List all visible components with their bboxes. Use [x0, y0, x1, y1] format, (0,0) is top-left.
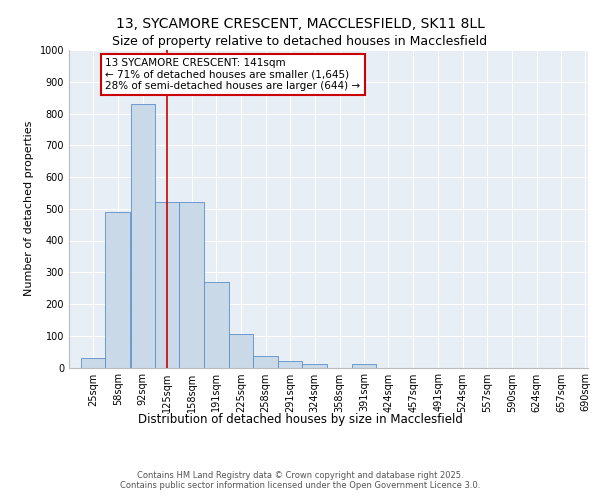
Text: Contains HM Land Registry data © Crown copyright and database right 2025.
Contai: Contains HM Land Registry data © Crown c… [120, 470, 480, 490]
Bar [204, 282, 229, 368]
Text: Size of property relative to detached houses in Macclesfield: Size of property relative to detached ho… [112, 35, 488, 48]
Bar [302, 364, 327, 368]
Bar [278, 361, 302, 368]
Bar [155, 202, 179, 368]
Bar [253, 356, 278, 368]
Y-axis label: Number of detached properties: Number of detached properties [24, 121, 34, 296]
Bar [179, 202, 203, 368]
Text: 13, SYCAMORE CRESCENT, MACCLESFIELD, SK11 8LL: 13, SYCAMORE CRESCENT, MACCLESFIELD, SK1… [116, 18, 484, 32]
Text: Distribution of detached houses by size in Macclesfield: Distribution of detached houses by size … [137, 412, 463, 426]
Bar [106, 212, 130, 368]
Bar [81, 358, 105, 368]
Bar [131, 104, 155, 368]
Bar [352, 364, 376, 368]
Text: 13 SYCAMORE CRESCENT: 141sqm
← 71% of detached houses are smaller (1,645)
28% of: 13 SYCAMORE CRESCENT: 141sqm ← 71% of de… [105, 58, 361, 91]
Bar [229, 334, 253, 368]
